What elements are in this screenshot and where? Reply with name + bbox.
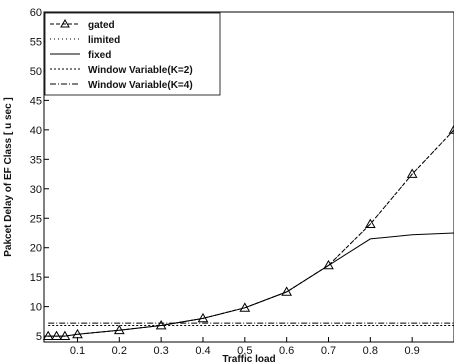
x-tick-label: 0.4: [195, 345, 210, 357]
x-tick-label: 0.6: [279, 345, 294, 357]
legend-label-2: limited: [88, 35, 120, 46]
x-tick-label: 0.7: [321, 345, 336, 357]
series-layer: [42, 124, 454, 340]
legend-marker: [60, 18, 70, 28]
y-tick-label: 50: [30, 66, 42, 78]
x-tick-label: 0.1: [70, 345, 85, 357]
x-axis-label: Traffic load: [222, 354, 275, 364]
y-tick-label: 15: [30, 272, 42, 284]
y-tick-label: 35: [30, 154, 42, 166]
data-point-marker: [323, 259, 334, 270]
x-tick-label: 0.9: [405, 345, 420, 357]
x-tick-label: 0.5: [237, 345, 252, 357]
data-point-marker: [281, 286, 293, 296]
y-axis-label: Pakcet Delay of EF Class [ u sec ]: [3, 97, 14, 257]
y-axis: 5 10 15 20 25 30 35 40 45 50 55 60: [30, 7, 49, 343]
legend-label-5: Window Variable(K=4): [88, 80, 193, 91]
x-tick-label: 0.2: [112, 345, 127, 357]
y-tick-label: 40: [30, 125, 42, 137]
series-line-3: [48, 232, 454, 337]
x-tick-label: 0.8: [363, 345, 378, 357]
y-tick-label: 10: [30, 302, 42, 314]
legend-label-3: fixed: [88, 50, 111, 61]
data-point-marker: [51, 330, 62, 340]
y-tick-label: 20: [30, 243, 42, 255]
y-tick-label: 30: [30, 184, 42, 196]
y-tick-label: 60: [30, 7, 42, 19]
data-point-marker: [448, 124, 454, 134]
legend-label-1: gated: [88, 20, 115, 31]
y-tick-label: 45: [30, 95, 42, 107]
y-tick-label: 25: [30, 213, 42, 225]
x-tick-label: 0.3: [153, 345, 168, 357]
y-tick-label: 5: [36, 331, 42, 343]
x-axis: 0.1 0.2 0.3 0.4 0.5 0.6 0.7 0.8 0.9: [70, 337, 420, 357]
data-point-marker: [42, 330, 54, 340]
data-point-marker: [364, 218, 376, 229]
legend: gated limited fixed Window Variable(K=2) Win…: [44, 12, 221, 96]
y-tick-label: 55: [30, 36, 42, 48]
legend-label-4: Window Variable(K=2): [88, 65, 193, 76]
data-point-marker: [406, 168, 418, 178]
